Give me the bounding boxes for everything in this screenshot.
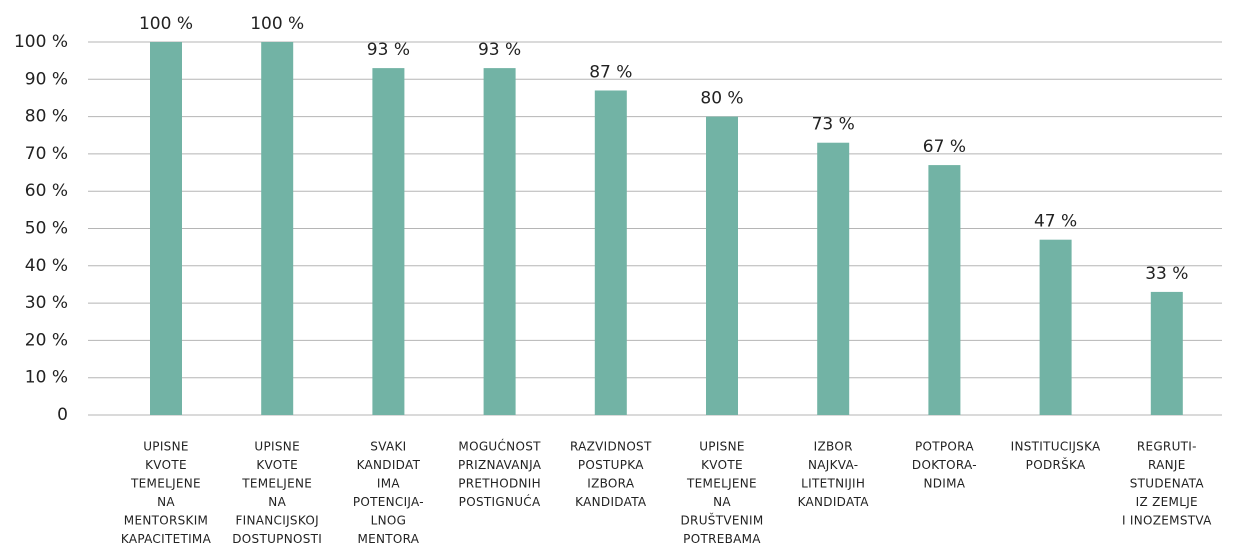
x-tick-label: POSTIGNUĆA — [459, 494, 541, 509]
x-tick-label: IZ ZEMLJE — [1136, 495, 1198, 509]
bar — [1150, 291, 1183, 415]
value-label: 47 % — [1034, 212, 1077, 232]
y-tick-label: 40 % — [25, 256, 68, 276]
x-tick-label: KANDIDATA — [798, 495, 870, 509]
x-tick-label: POSTUPKA — [578, 458, 644, 472]
value-label: 73 % — [812, 115, 855, 135]
x-tick-label: TEMELJENE — [241, 477, 312, 491]
value-label: 87 % — [589, 62, 632, 82]
x-tick-label: PRETHODNIH — [458, 477, 541, 491]
value-label: 33 % — [1145, 264, 1188, 284]
bar — [483, 68, 516, 416]
x-tick-label: TEMELJENE — [130, 477, 201, 491]
x-tick-label: KANDIDATA — [575, 495, 647, 509]
value-label: 93 % — [478, 40, 521, 60]
value-label: 100 % — [250, 14, 304, 34]
y-tick-label: 10 % — [25, 368, 68, 388]
x-tick-label: NA — [713, 495, 731, 509]
y-tick-label: 30 % — [25, 293, 68, 313]
x-tick-label: KVOTE — [701, 458, 743, 472]
x-tick-label: PODRŠKA — [1026, 457, 1086, 472]
x-tick-label: INSTITUCIJSKA — [1011, 440, 1101, 454]
x-tick-label: RANJE — [1148, 458, 1186, 472]
x-tick-label: PRIZNAVANJA — [458, 458, 542, 472]
x-tick-label: KVOTE — [145, 458, 187, 472]
y-tick-label: 60 % — [25, 181, 68, 201]
x-tick-label: POTREBAMA — [683, 532, 761, 546]
x-tick-label: I INOZEMSTVA — [1122, 514, 1212, 528]
x-tick-label: IZBOR — [814, 440, 853, 454]
x-tick-label: IZBORA — [587, 477, 635, 491]
x-tick-label: KAPACITETIMA — [121, 532, 212, 546]
x-tick-label: SVAKI — [370, 440, 406, 454]
x-tick-label: TEMELJENE — [686, 477, 757, 491]
x-tick-label: MENTORA — [357, 532, 419, 546]
x-tick-label: KANDIDAT — [357, 458, 421, 472]
x-tick-label: UPISNE — [143, 440, 189, 454]
x-tick-label: DRUŠTVENIM — [681, 513, 764, 528]
value-label: 100 % — [139, 14, 193, 34]
y-tick-label: 80 % — [25, 107, 68, 127]
value-label: 67 % — [923, 137, 966, 157]
x-tick-label: LNOG — [371, 514, 407, 528]
y-tick-label: 90 % — [25, 69, 68, 89]
x-tick-label: IMA — [377, 477, 400, 491]
x-tick-label: UPISNE — [254, 440, 300, 454]
x-tick-label: POTENCIJA- — [353, 495, 424, 509]
y-tick-label: 70 % — [25, 144, 68, 164]
y-tick-label: 0 — [57, 405, 68, 425]
x-tick-label: LITETNIJIH — [801, 477, 865, 491]
x-tick-label: DOKTORA- — [912, 458, 977, 472]
x-tick-label: STUDENATA — [1130, 477, 1205, 491]
y-tick-label: 50 % — [25, 219, 68, 239]
x-tick-label: POTPORA — [915, 440, 974, 454]
x-tick-label: NAJKVA- — [808, 458, 858, 472]
bar — [261, 42, 294, 415]
bar — [372, 68, 405, 416]
bar — [1039, 239, 1072, 415]
x-tick-label: FINANCIJSKOJ — [235, 514, 318, 528]
x-tick-label: MENTORSKIM — [124, 514, 208, 528]
x-tick-label: NA — [157, 495, 175, 509]
value-label: 93 % — [367, 40, 410, 60]
x-tick-label: DOSTUPNOSTI — [232, 532, 322, 546]
x-tick-label: KVOTE — [256, 458, 298, 472]
y-tick-label: 20 % — [25, 330, 68, 350]
bar — [706, 116, 738, 415]
bar — [594, 90, 627, 416]
x-tick-label: REGRUTI- — [1137, 440, 1197, 454]
bar — [817, 142, 850, 415]
x-tick-label: MOGUĆNOST — [458, 439, 541, 454]
x-tick-label: RAZVIDNOST — [570, 440, 652, 454]
bar — [928, 165, 961, 415]
x-tick-label: UPISNE — [699, 440, 745, 454]
y-tick-label: 100 % — [14, 32, 68, 52]
x-tick-label: NA — [268, 495, 286, 509]
x-tick-label: NDIMA — [923, 477, 965, 491]
bar — [150, 42, 182, 415]
value-label: 80 % — [700, 89, 743, 109]
